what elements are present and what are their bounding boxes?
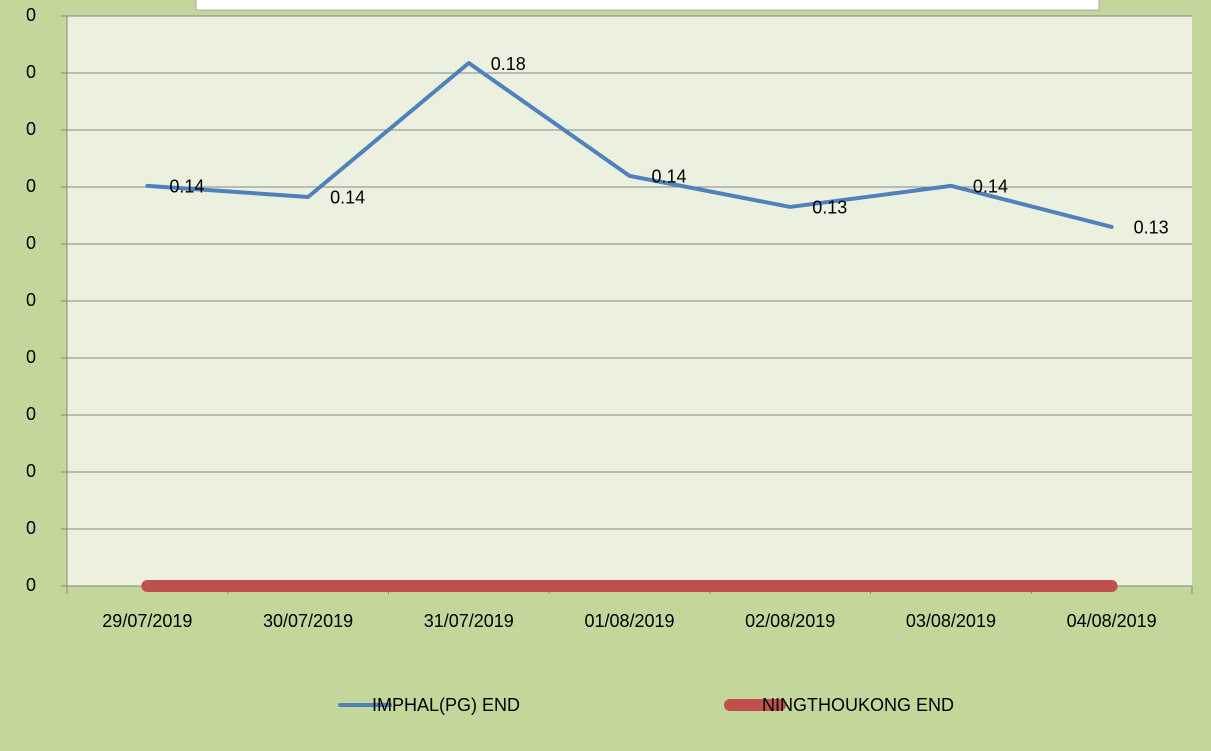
y-tick-label: 0 xyxy=(26,461,36,481)
data-label: 0.14 xyxy=(330,188,365,208)
y-tick-label: 0 xyxy=(26,176,36,196)
y-tick-label: 0 xyxy=(26,62,36,82)
y-tick-label: 0 xyxy=(26,518,36,538)
x-tick-label: 02/08/2019 xyxy=(745,611,835,631)
y-tick-label: 0 xyxy=(26,575,36,595)
data-label: 0.14 xyxy=(973,177,1008,197)
data-label: 0.13 xyxy=(1134,218,1169,238)
y-tick-label: 0 xyxy=(26,290,36,310)
y-tick-label: 0 xyxy=(26,404,36,424)
x-tick-label: 01/08/2019 xyxy=(584,611,674,631)
x-tick-label: 03/08/2019 xyxy=(906,611,996,631)
x-tick-label: 29/07/2019 xyxy=(102,611,192,631)
legend-label: NINGTHOUKONG END xyxy=(762,695,954,715)
series-line xyxy=(145,61,1114,229)
x-tick-label: 04/08/2019 xyxy=(1067,611,1157,631)
y-tick-label: 0 xyxy=(26,5,36,25)
data-label: 0.18 xyxy=(491,54,526,74)
title-box xyxy=(195,0,1100,11)
legend-label: IMPHAL(PG) END xyxy=(372,695,520,715)
data-label: 0.14 xyxy=(652,167,687,187)
data-label: 0.13 xyxy=(812,198,847,218)
y-tick-label: 0 xyxy=(26,233,36,253)
y-tick-label: 0 xyxy=(26,347,36,367)
x-tick-label: 30/07/2019 xyxy=(263,611,353,631)
data-label: 0.14 xyxy=(169,177,204,197)
y-tick-label: 0 xyxy=(26,119,36,139)
x-tick-label: 31/07/2019 xyxy=(424,611,514,631)
